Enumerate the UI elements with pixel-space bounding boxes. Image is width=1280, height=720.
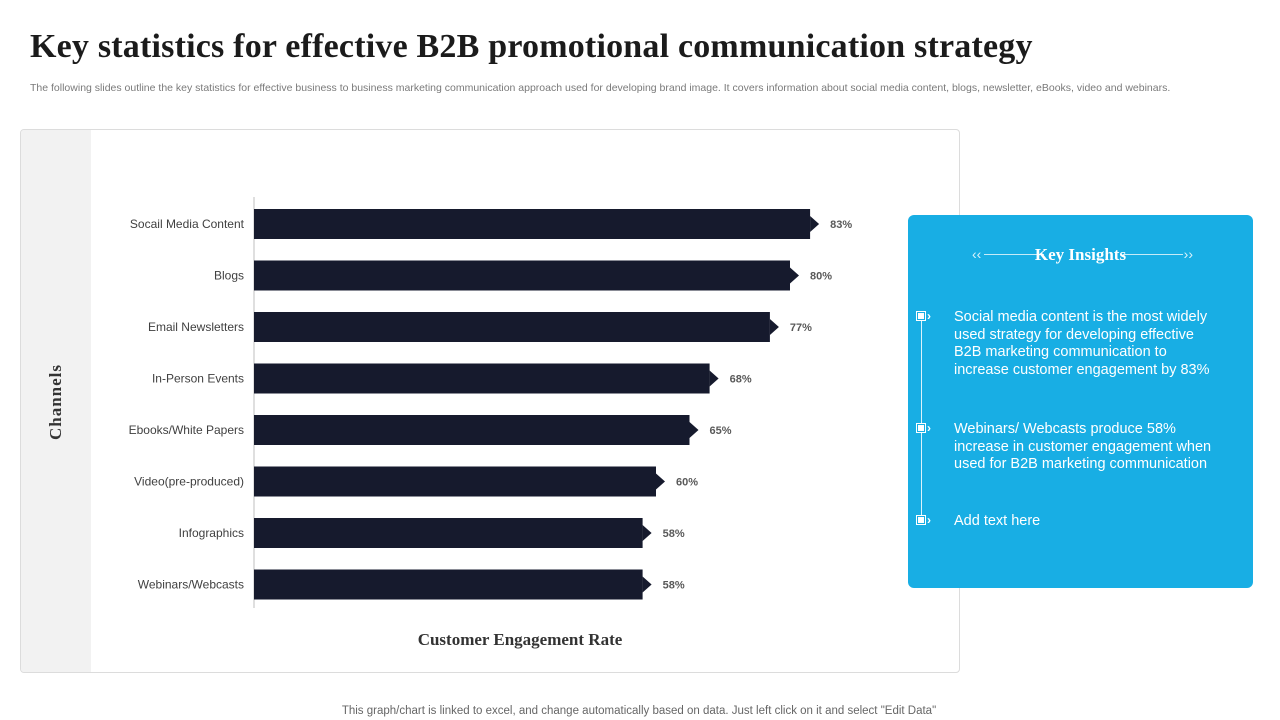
insight-item[interactable]: › Webinars/ Webcasts produce 58% increas… bbox=[916, 421, 1224, 474]
chart-panel: Channels Socail Media Content 83% Blogs 80%… bbox=[20, 129, 960, 673]
insight-item[interactable]: › Social media content is the most widel… bbox=[916, 309, 1224, 379]
bar bbox=[254, 363, 710, 394]
chevron-right-icon: › bbox=[927, 513, 931, 527]
bar-arrow-tip bbox=[790, 267, 799, 284]
category-tick-label: Webinars/Webcasts bbox=[138, 578, 244, 592]
bar bbox=[254, 466, 656, 497]
bar-arrow-tip bbox=[810, 216, 820, 232]
insight-text: Add text here bbox=[954, 513, 1041, 529]
bar-arrow-tip bbox=[656, 473, 665, 490]
category-tick-label: Video(pre-produced) bbox=[134, 475, 244, 489]
key-insights-panel: ‹‹ Key Insights ›› › Social media conten… bbox=[908, 215, 1253, 588]
bullet-icon bbox=[916, 515, 926, 525]
page-title: Key statistics for effective B2B promoti… bbox=[30, 28, 1033, 65]
category-tick-label: Blogs bbox=[214, 269, 244, 283]
bar-arrow-tip bbox=[642, 576, 652, 593]
bar-chart: Socail Media Content 83% Blogs 80% Email New… bbox=[129, 197, 852, 608]
bar bbox=[254, 260, 790, 291]
bar-arrow-tip bbox=[689, 422, 699, 438]
key-insights-title: Key Insights bbox=[1034, 245, 1127, 264]
page-subtitle: The following slides outline the key sta… bbox=[30, 82, 1171, 94]
category-tick-label: Ebooks/White Papers bbox=[129, 423, 244, 437]
data-label: 77% bbox=[790, 322, 812, 334]
chevron-left-icon: ‹‹ bbox=[972, 246, 982, 262]
bullet-icon bbox=[916, 423, 926, 433]
data-label: 80% bbox=[810, 271, 832, 283]
bar bbox=[254, 415, 690, 445]
footer-note: This graph/chart is linked to excel, and… bbox=[341, 705, 937, 717]
data-label: 58% bbox=[663, 528, 685, 540]
y-axis-strip bbox=[21, 130, 91, 672]
data-label: 65% bbox=[710, 425, 732, 437]
x-axis-label: Customer Engagement Rate bbox=[417, 630, 623, 649]
decorative-line-left bbox=[984, 254, 1044, 255]
chevron-right-icon: ›› bbox=[1183, 246, 1193, 262]
data-label: 60% bbox=[676, 477, 698, 489]
bar bbox=[254, 518, 643, 548]
insights-timeline bbox=[921, 321, 922, 521]
chevron-right-icon: › bbox=[927, 309, 931, 323]
bar-arrow-tip bbox=[642, 525, 652, 541]
bar bbox=[254, 312, 770, 342]
bar-arrow-tip bbox=[769, 319, 779, 335]
category-tick-label: Infographics bbox=[179, 526, 244, 540]
chevron-right-icon: › bbox=[927, 421, 931, 435]
bar bbox=[254, 569, 643, 600]
category-tick-label: Socail Media Content bbox=[130, 217, 245, 231]
key-insights-header: Key Insights bbox=[908, 245, 1253, 265]
insight-text: Social media content is the most widely … bbox=[954, 309, 1210, 378]
insight-item[interactable]: › Add text here bbox=[916, 513, 1224, 531]
bullet-icon bbox=[916, 311, 926, 321]
insight-text: Webinars/ Webcasts produce 58% increase … bbox=[954, 421, 1212, 472]
data-label: 83% bbox=[830, 219, 852, 231]
decorative-line-right bbox=[1123, 254, 1183, 255]
bar bbox=[254, 209, 811, 239]
data-label: 58% bbox=[663, 580, 685, 592]
data-label: 68% bbox=[730, 374, 752, 386]
category-tick-label: In-Person Events bbox=[152, 372, 244, 386]
bar-arrow-tip bbox=[709, 370, 719, 387]
category-tick-label: Email Newsletters bbox=[148, 320, 244, 334]
